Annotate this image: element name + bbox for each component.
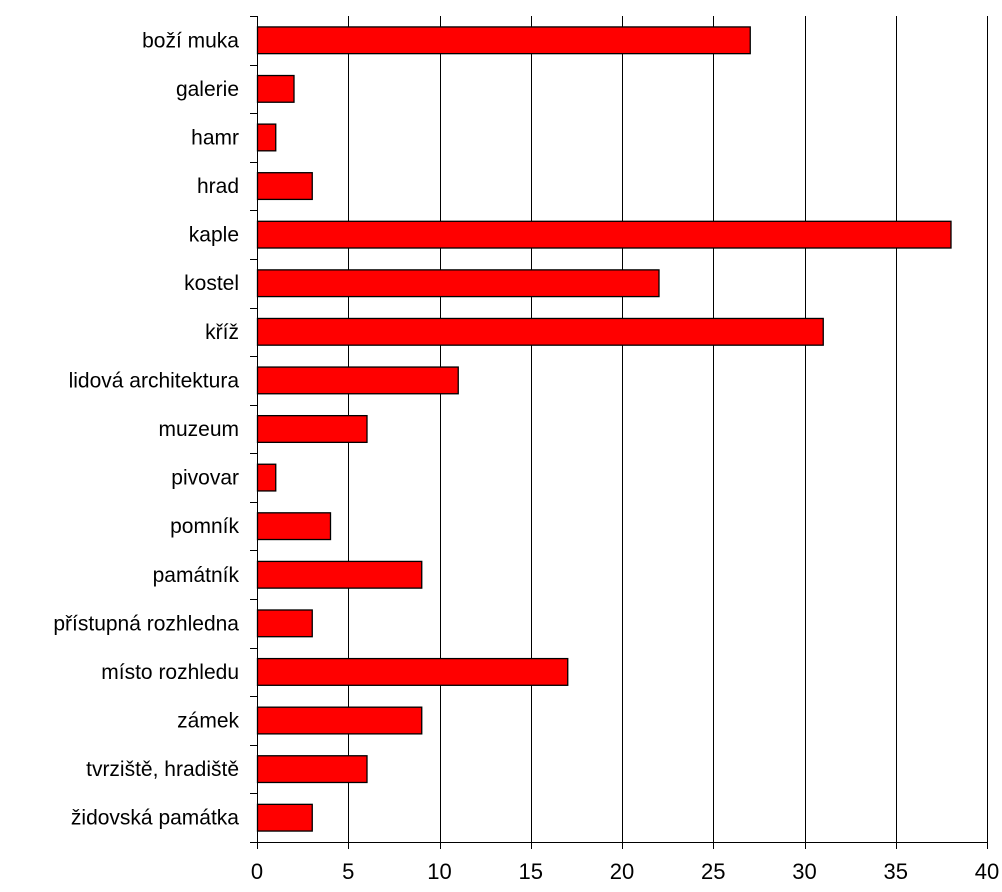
axes — [250, 16, 988, 849]
category-label: kostel — [184, 272, 239, 295]
x-tick-label: 0 — [251, 859, 263, 884]
bar — [256, 172, 313, 201]
bar — [256, 609, 313, 638]
bar — [256, 463, 277, 492]
bar — [256, 269, 660, 298]
x-tick-label: 40 — [975, 859, 999, 884]
gridlines — [348, 16, 988, 842]
category-label: památník — [153, 564, 240, 587]
bar — [256, 560, 423, 589]
bar — [256, 657, 569, 686]
category-label: lidová architektura — [69, 369, 240, 392]
x-tick-label: 35 — [884, 859, 908, 884]
bar — [256, 74, 295, 103]
category-label: zámek — [177, 710, 239, 733]
category-label: tvrziště, hradiště — [86, 758, 239, 781]
bar — [256, 414, 368, 444]
category-label: muzeum — [158, 418, 239, 441]
category-label: přístupná rozhledna — [53, 612, 239, 635]
bar — [256, 755, 368, 784]
bars — [256, 26, 952, 832]
category-label: místo rozhledu — [101, 661, 239, 684]
x-tick-label: 15 — [519, 859, 543, 884]
bar — [256, 26, 751, 55]
bar — [256, 706, 423, 735]
bar — [256, 317, 824, 346]
bar — [256, 220, 952, 249]
x-tick-label: 25 — [701, 859, 725, 884]
category-label: pivovar — [171, 467, 239, 490]
category-label: galerie — [176, 78, 239, 101]
category-label: boží muka — [142, 29, 239, 52]
bar — [256, 123, 277, 152]
category-label: hamr — [191, 126, 239, 149]
x-tick-label: 30 — [792, 859, 816, 884]
x-tick-labels: 0 5 10 15 20 25 30 35 40 — [251, 859, 999, 884]
category-label: kříž — [205, 321, 239, 344]
category-label: pomník — [170, 515, 239, 538]
x-tick-label: 20 — [610, 859, 634, 884]
x-tick-label: 5 — [342, 859, 354, 884]
category-label: kaple — [189, 224, 239, 247]
x-tick-label: 10 — [427, 859, 451, 884]
bar — [256, 803, 313, 832]
category-label: židovská památka — [71, 807, 239, 830]
category-label: hrad — [197, 175, 239, 198]
bar — [256, 366, 459, 395]
category-labels: boží muka galerie hamr hrad kaple kostel kříž l… — [53, 29, 239, 829]
bar — [256, 512, 332, 541]
